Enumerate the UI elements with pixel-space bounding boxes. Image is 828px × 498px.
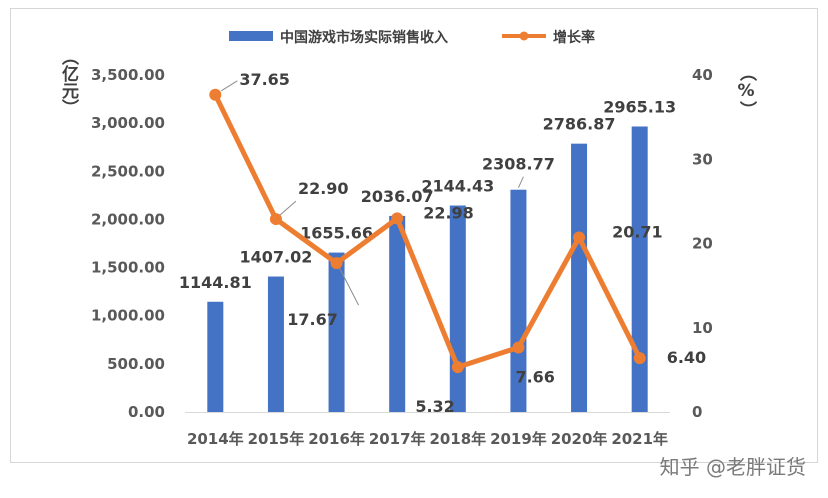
- line-data-label: 6.40: [667, 348, 706, 367]
- x-tick-label: 2015年: [248, 430, 305, 448]
- bar: [449, 205, 466, 412]
- leader-line: [517, 176, 524, 188]
- bar-data-label: 1407.02: [240, 248, 313, 267]
- y-left-tick-label: 3,500.00: [91, 66, 165, 84]
- line-marker: [451, 361, 464, 374]
- y-right-tick-label: 40: [692, 66, 713, 84]
- leader-line: [279, 200, 297, 216]
- bar: [631, 126, 648, 413]
- legend-marker-line: [519, 31, 529, 41]
- y-left-tick-label: 3,000.00: [91, 114, 165, 132]
- y-left-tick-label: 500.00: [107, 355, 165, 373]
- legend-label-line: 增长率: [553, 29, 595, 46]
- watermark: 知乎 @老胖证货: [659, 455, 806, 479]
- line-marker: [391, 212, 404, 225]
- line-data-label: 22.98: [423, 203, 474, 222]
- x-tick-label: 2016年: [308, 430, 365, 448]
- x-tick-label: 2014年: [187, 430, 244, 448]
- line-data-label: 17.67: [287, 310, 338, 329]
- line-data-label: 37.65: [239, 70, 290, 89]
- line-marker: [330, 257, 343, 270]
- growth-rate-line: [213, 93, 642, 370]
- line-data-label: 5.32: [415, 397, 454, 416]
- line-data-label: 22.90: [298, 179, 349, 198]
- line-marker: [269, 213, 282, 226]
- y-right-unit-label: （%）: [736, 64, 757, 118]
- legend-swatch-bars: [229, 31, 273, 41]
- bar: [389, 215, 406, 412]
- bar-data-label: 2036.07: [361, 187, 434, 206]
- x-tick-label: 2021年: [611, 430, 668, 448]
- y-right-tick-label: 30: [692, 150, 713, 168]
- y-left-tick-label: 0.00: [128, 403, 165, 421]
- bar-data-label: 2308.77: [482, 155, 555, 174]
- bar: [267, 276, 284, 412]
- y-left-tick-label: 2,500.00: [91, 162, 165, 180]
- bar: [328, 252, 345, 412]
- bar-data-label: 2965.13: [603, 98, 676, 117]
- line-marker: [209, 88, 222, 101]
- bar: [207, 301, 224, 412]
- bar-data-label: 1144.81: [179, 273, 252, 292]
- y-left-tick-label: 2,000.00: [91, 210, 165, 228]
- x-tick-label: 2019年: [490, 430, 547, 448]
- y-right-tick-label: 10: [692, 319, 713, 337]
- line-data-label: 20.71: [612, 223, 663, 242]
- bar: [510, 189, 527, 412]
- bar: [571, 143, 588, 412]
- line-data-label: 7.66: [515, 367, 554, 386]
- bar-data-label: 2144.43: [421, 177, 494, 196]
- bar-data-label: 2786.87: [543, 115, 616, 134]
- y-left-tick-label: 1,500.00: [91, 259, 165, 277]
- x-tick-label: 2020年: [551, 430, 608, 448]
- leader-line: [221, 80, 238, 92]
- line-marker: [633, 352, 646, 365]
- leader-line: [339, 267, 360, 306]
- y-right-tick-label: 0: [692, 403, 702, 421]
- line-marker: [573, 231, 586, 244]
- x-tick-label: 2017年: [369, 430, 426, 448]
- bar-data-label: 1655.66: [300, 224, 373, 243]
- line-marker: [512, 341, 525, 354]
- x-tick-label: 2018年: [429, 430, 486, 448]
- y-left-unit-label: （亿元）: [58, 48, 79, 116]
- y-right-tick-label: 20: [692, 235, 713, 253]
- y-left-tick-label: 1,000.00: [91, 307, 165, 325]
- chart-frame: [10, 8, 818, 463]
- legend-label-bars: 中国游戏市场实际销售收入: [280, 29, 448, 46]
